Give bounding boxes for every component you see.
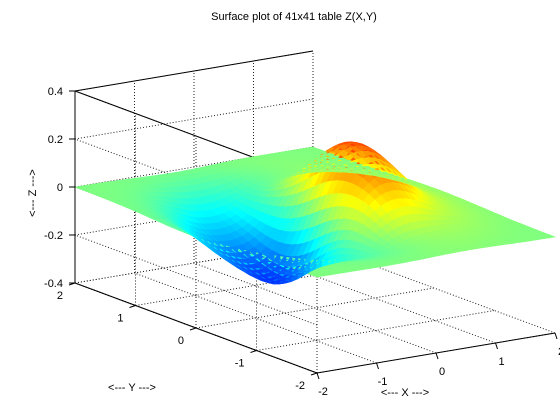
x-tick-label: -2: [318, 386, 328, 398]
y-tick-label: 0: [178, 335, 184, 347]
floor-gridline-y: [195, 287, 435, 329]
floor-gridline-x: [312, 242, 556, 334]
y-tick-label: -2: [295, 380, 305, 392]
y-axis-label: <--- Y --->: [108, 382, 156, 394]
z-tick-label: 0: [57, 182, 63, 194]
x-tick-label: 1: [498, 356, 504, 368]
y-tick-mark: [250, 350, 257, 353]
y-tick-label: -1: [235, 358, 245, 370]
x-tick-mark: [554, 332, 558, 340]
y-tick-mark: [189, 327, 197, 331]
y-tick-mark: [129, 305, 136, 308]
z-tick-label: -0.4: [44, 278, 63, 290]
x-tick-label: 2: [558, 346, 560, 358]
x-tick-mark: [495, 342, 498, 350]
side-wall-gridline-z: [74, 234, 318, 326]
chart-title: Surface plot of 41x41 table Z(X,Y): [211, 11, 377, 23]
z-tick-label: 0.4: [48, 86, 63, 98]
x-axis-label: <--- X --->: [381, 387, 429, 399]
y-tick-label: 1: [117, 313, 123, 325]
x-tick-mark: [435, 352, 439, 360]
box-edge-top-back: [74, 50, 314, 92]
y-tick-mark: [310, 372, 318, 376]
x-tick-mark: [376, 362, 379, 370]
z-tick-label: 0.2: [48, 134, 63, 146]
z-tick-label: -0.2: [44, 230, 63, 242]
z-axis-label: <--- Z --->: [27, 169, 39, 217]
x-tick-label: 0: [439, 366, 445, 378]
surface-mesh: [73, 141, 557, 285]
x-tick-mark: [316, 372, 320, 380]
back-wall-gridline-z: [74, 98, 314, 140]
x-tick-label: -1: [378, 376, 388, 388]
surface-patch: [541, 234, 557, 239]
y-tick-label: 2: [57, 290, 63, 302]
floor-gridline-y: [256, 310, 495, 351]
floor-gridline-x: [253, 252, 496, 344]
